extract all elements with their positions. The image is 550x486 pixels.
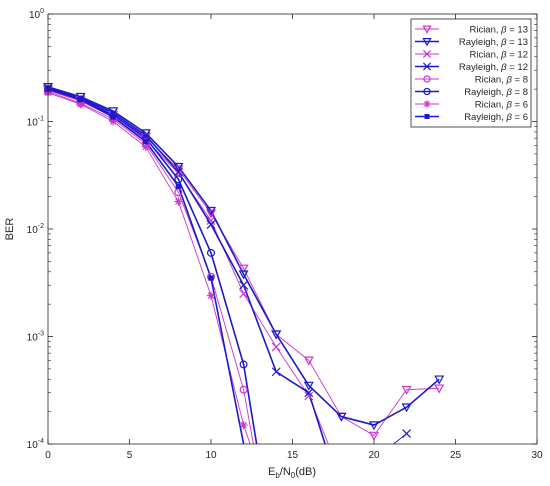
marker-triangle xyxy=(271,330,282,340)
legend-item: Rayleigh, β = 8 xyxy=(415,87,528,98)
y-axis-ticks: 100 10-1 10-2 10-3 10-4 xyxy=(27,8,537,451)
y-tick-label: 10-4 xyxy=(27,438,44,451)
marker-x xyxy=(141,131,151,140)
marker-triangle xyxy=(401,403,412,413)
marker-x xyxy=(271,342,281,352)
y-tick-label: 10-3 xyxy=(27,331,44,344)
marker-asterisk xyxy=(207,291,215,300)
legend-item: Rician, β = 8 xyxy=(415,75,528,86)
x-tick-label: 25 xyxy=(450,450,462,461)
marker-circle xyxy=(423,87,431,96)
marker-circle xyxy=(423,75,431,83)
y-axis-label: BER xyxy=(4,218,16,241)
marker-asterisk xyxy=(423,100,431,108)
marker-asterisk xyxy=(239,421,248,430)
marker-x xyxy=(304,391,314,401)
marker-square xyxy=(143,138,149,145)
x-tick-label: 30 xyxy=(531,450,543,461)
marker-circle xyxy=(239,385,248,394)
marker-circle xyxy=(174,175,183,184)
marker-square xyxy=(208,275,214,281)
marker-triangle xyxy=(303,381,314,391)
x-tick-label: 5 xyxy=(127,450,133,461)
marker-triangle xyxy=(303,356,314,366)
marker-x xyxy=(422,49,432,59)
series-line xyxy=(48,92,251,444)
x-axis-label: Eb/N0(dB) xyxy=(268,466,316,480)
legend-item: Rayleigh, β = 12 xyxy=(415,62,528,73)
legend-label: Rayleigh, β = 13 xyxy=(459,37,528,48)
legend-label: Rayleigh, β = 12 xyxy=(459,62,528,73)
marker-square xyxy=(175,183,182,189)
y-tick-label: 100 xyxy=(29,8,44,21)
marker-x xyxy=(402,429,412,439)
marker-triangle xyxy=(238,264,249,274)
marker-x xyxy=(422,62,432,71)
legend-item: Rayleigh, β = 13 xyxy=(415,37,528,48)
marker-triangle xyxy=(434,375,445,385)
marker-square xyxy=(424,114,430,119)
series-line xyxy=(48,91,254,444)
marker-asterisk xyxy=(174,197,183,206)
marker-triangle xyxy=(368,431,380,441)
marker-triangle xyxy=(336,412,347,422)
y-tick-label: 10-1 xyxy=(27,116,44,129)
legend-box xyxy=(410,18,532,128)
legend-label: Rician, β = 6 xyxy=(475,100,528,111)
marker-x xyxy=(173,168,183,178)
series-markers xyxy=(42,83,445,441)
legend-item: Rician, β = 13 xyxy=(415,25,528,36)
marker-x xyxy=(304,388,314,398)
x-tick-label: 0 xyxy=(45,450,51,461)
x-tick-label: 15 xyxy=(287,450,299,461)
marker-x xyxy=(239,289,249,299)
legend-item: Rician, β = 12 xyxy=(415,50,528,61)
marker-triangle xyxy=(205,206,217,216)
x-tick-label: 20 xyxy=(368,450,380,461)
x-axis-ticks: 0 5 10 15 20 25 30 xyxy=(45,14,543,461)
marker-x xyxy=(271,367,281,377)
marker-x xyxy=(206,220,216,229)
marker-triangle xyxy=(401,385,412,395)
marker-triangle xyxy=(422,25,432,34)
x-tick-label: 10 xyxy=(205,450,217,461)
marker-triangle xyxy=(238,270,249,280)
legend-label: Rician, β = 13 xyxy=(469,25,528,36)
marker-triangle xyxy=(368,421,380,431)
marker-triangle xyxy=(205,209,217,219)
marker-triangle xyxy=(173,162,184,172)
y-tick-label: 10-2 xyxy=(27,223,44,236)
marker-circle xyxy=(239,360,248,369)
marker-square xyxy=(110,114,116,120)
marker-triangle xyxy=(422,38,432,47)
legend-label: Rician, β = 8 xyxy=(475,75,528,86)
legend-label: Rayleigh, β = 6 xyxy=(464,112,528,123)
legend-item: Rayleigh, β = 6 xyxy=(415,112,528,123)
marker-x xyxy=(173,167,183,177)
series-line xyxy=(48,87,326,444)
marker-x xyxy=(239,280,249,290)
marker-x xyxy=(206,216,216,225)
marker-triangle xyxy=(434,384,445,394)
legend-label: Rayleigh, β = 8 xyxy=(464,87,528,98)
marker-square xyxy=(77,96,84,103)
marker-circle xyxy=(207,248,216,257)
legend-label: Rician, β = 12 xyxy=(469,50,528,61)
legend-item: Rician, β = 6 xyxy=(415,100,528,111)
